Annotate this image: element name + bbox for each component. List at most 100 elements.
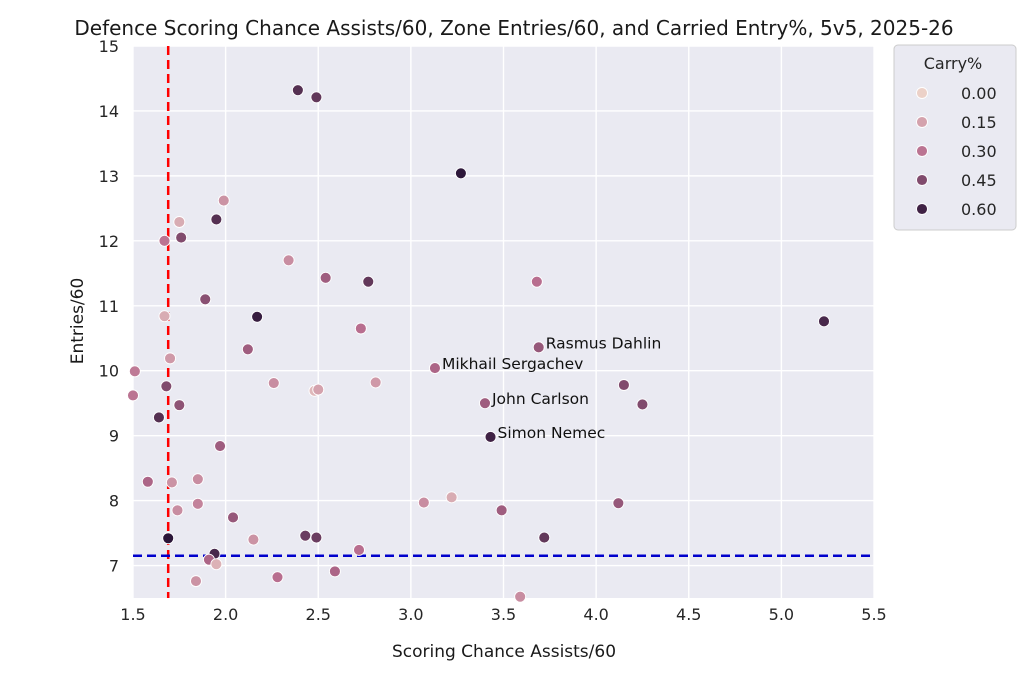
- data-point: [484, 430, 497, 443]
- data-point: [417, 496, 430, 509]
- data-point: [312, 383, 325, 396]
- x-tick-label: 1.5: [120, 605, 145, 624]
- legend-items: 0.00 0.15 0.30 0.45 0.60: [916, 84, 997, 219]
- legend-marker: [916, 145, 928, 157]
- data-point: [612, 497, 625, 510]
- point-label: John Carlson: [491, 390, 589, 408]
- data-point: [190, 575, 202, 588]
- data-point: [310, 531, 323, 544]
- y-tick-labels: 7 8 9 10 11 12 13 14 15: [99, 37, 119, 576]
- x-tick-label: 3.5: [491, 605, 516, 624]
- legend-marker: [916, 116, 928, 128]
- point-label: Simon Nemec: [498, 424, 606, 442]
- data-point: [127, 389, 139, 402]
- data-point: [445, 491, 458, 504]
- data-point: [160, 380, 173, 393]
- data-point: [271, 571, 284, 584]
- data-point: [479, 397, 491, 410]
- legend-marker: [916, 203, 928, 215]
- data-point: [199, 293, 212, 306]
- data-point: [495, 504, 508, 517]
- data-point: [319, 271, 332, 284]
- data-point: [173, 399, 186, 412]
- reference-lines: [133, 46, 874, 598]
- data-point: [532, 341, 545, 354]
- data-point: [369, 376, 382, 389]
- data-point: [310, 91, 323, 104]
- y-tick-label: 14: [99, 102, 119, 121]
- x-tick-label: 4.5: [676, 605, 701, 624]
- data-point: [175, 231, 188, 244]
- legend-marker: [916, 87, 928, 99]
- data-point: [636, 398, 649, 411]
- data-point: [617, 379, 630, 391]
- data-point: [158, 310, 171, 323]
- point-labels: Rasmus Dahlin Mikhail Sergachev John Carls…: [442, 334, 661, 442]
- data-point: [247, 533, 260, 546]
- data-points: [127, 84, 830, 603]
- data-point: [214, 440, 227, 452]
- y-tick-label: 7: [109, 557, 119, 576]
- data-point: [158, 234, 171, 247]
- data-point: [354, 322, 367, 335]
- x-tick-label: 2.5: [306, 605, 331, 624]
- x-tick-label: 5.5: [861, 605, 886, 624]
- y-tick-label: 9: [109, 427, 119, 446]
- x-tick-label: 5.0: [769, 605, 794, 624]
- data-point: [353, 543, 365, 556]
- y-tick-label: 8: [109, 492, 119, 511]
- y-tick-label: 12: [99, 232, 119, 251]
- point-label: Rasmus Dahlin: [546, 334, 662, 352]
- data-point: [291, 84, 304, 97]
- legend-label: 0.15: [961, 113, 997, 132]
- data-point: [299, 529, 312, 542]
- legend-label: 0.30: [961, 142, 997, 161]
- data-point: [173, 216, 186, 228]
- data-point: [191, 473, 204, 486]
- data-point: [210, 213, 223, 226]
- data-point: [210, 558, 223, 571]
- legend-title: Carry%: [924, 54, 983, 73]
- data-point: [171, 504, 184, 517]
- data-point: [164, 352, 177, 365]
- data-point: [162, 532, 175, 545]
- x-tick-labels: 1.5 2.0 2.5 3.0 3.5 4.0 4.5 5.0 5.5: [120, 605, 886, 624]
- data-point: [128, 365, 141, 378]
- data-point: [241, 343, 254, 356]
- data-point: [227, 511, 239, 524]
- data-point: [282, 254, 295, 267]
- x-tick-label: 4.0: [583, 605, 608, 624]
- data-point: [267, 377, 280, 389]
- x-tick-label: 3.0: [398, 605, 423, 624]
- legend-label: 0.60: [961, 200, 997, 219]
- gridlines: [132, 45, 875, 598]
- y-tick-label: 10: [99, 362, 119, 381]
- data-point: [217, 194, 230, 207]
- data-point: [191, 497, 204, 510]
- chart-title: Defence Scoring Chance Assists/60, Zone …: [74, 16, 953, 40]
- data-point: [362, 275, 375, 288]
- legend-label: 0.00: [961, 84, 997, 103]
- data-point: [152, 411, 165, 424]
- data-point: [530, 275, 543, 288]
- legend-marker: [916, 174, 928, 186]
- data-point: [538, 531, 551, 544]
- data-point: [141, 475, 154, 488]
- x-axis-label: Scoring Chance Assists/60: [392, 642, 616, 662]
- legend-label: 0.45: [961, 171, 997, 190]
- data-point: [165, 476, 178, 489]
- data-point: [429, 362, 441, 375]
- y-tick-label: 11: [99, 297, 119, 316]
- data-point: [818, 315, 830, 328]
- data-point: [514, 590, 527, 603]
- x-tick-label: 2.0: [213, 605, 238, 624]
- y-axis-label: Entries/60: [68, 278, 88, 365]
- legend: Carry% 0.00 0.15 0.30 0.45 0.60: [893, 44, 1017, 231]
- y-tick-label: 15: [99, 37, 119, 56]
- data-point: [251, 310, 264, 323]
- y-tick-label: 13: [99, 167, 119, 186]
- data-point: [328, 565, 341, 578]
- data-point: [454, 167, 467, 180]
- point-label: Mikhail Sergachev: [442, 355, 583, 373]
